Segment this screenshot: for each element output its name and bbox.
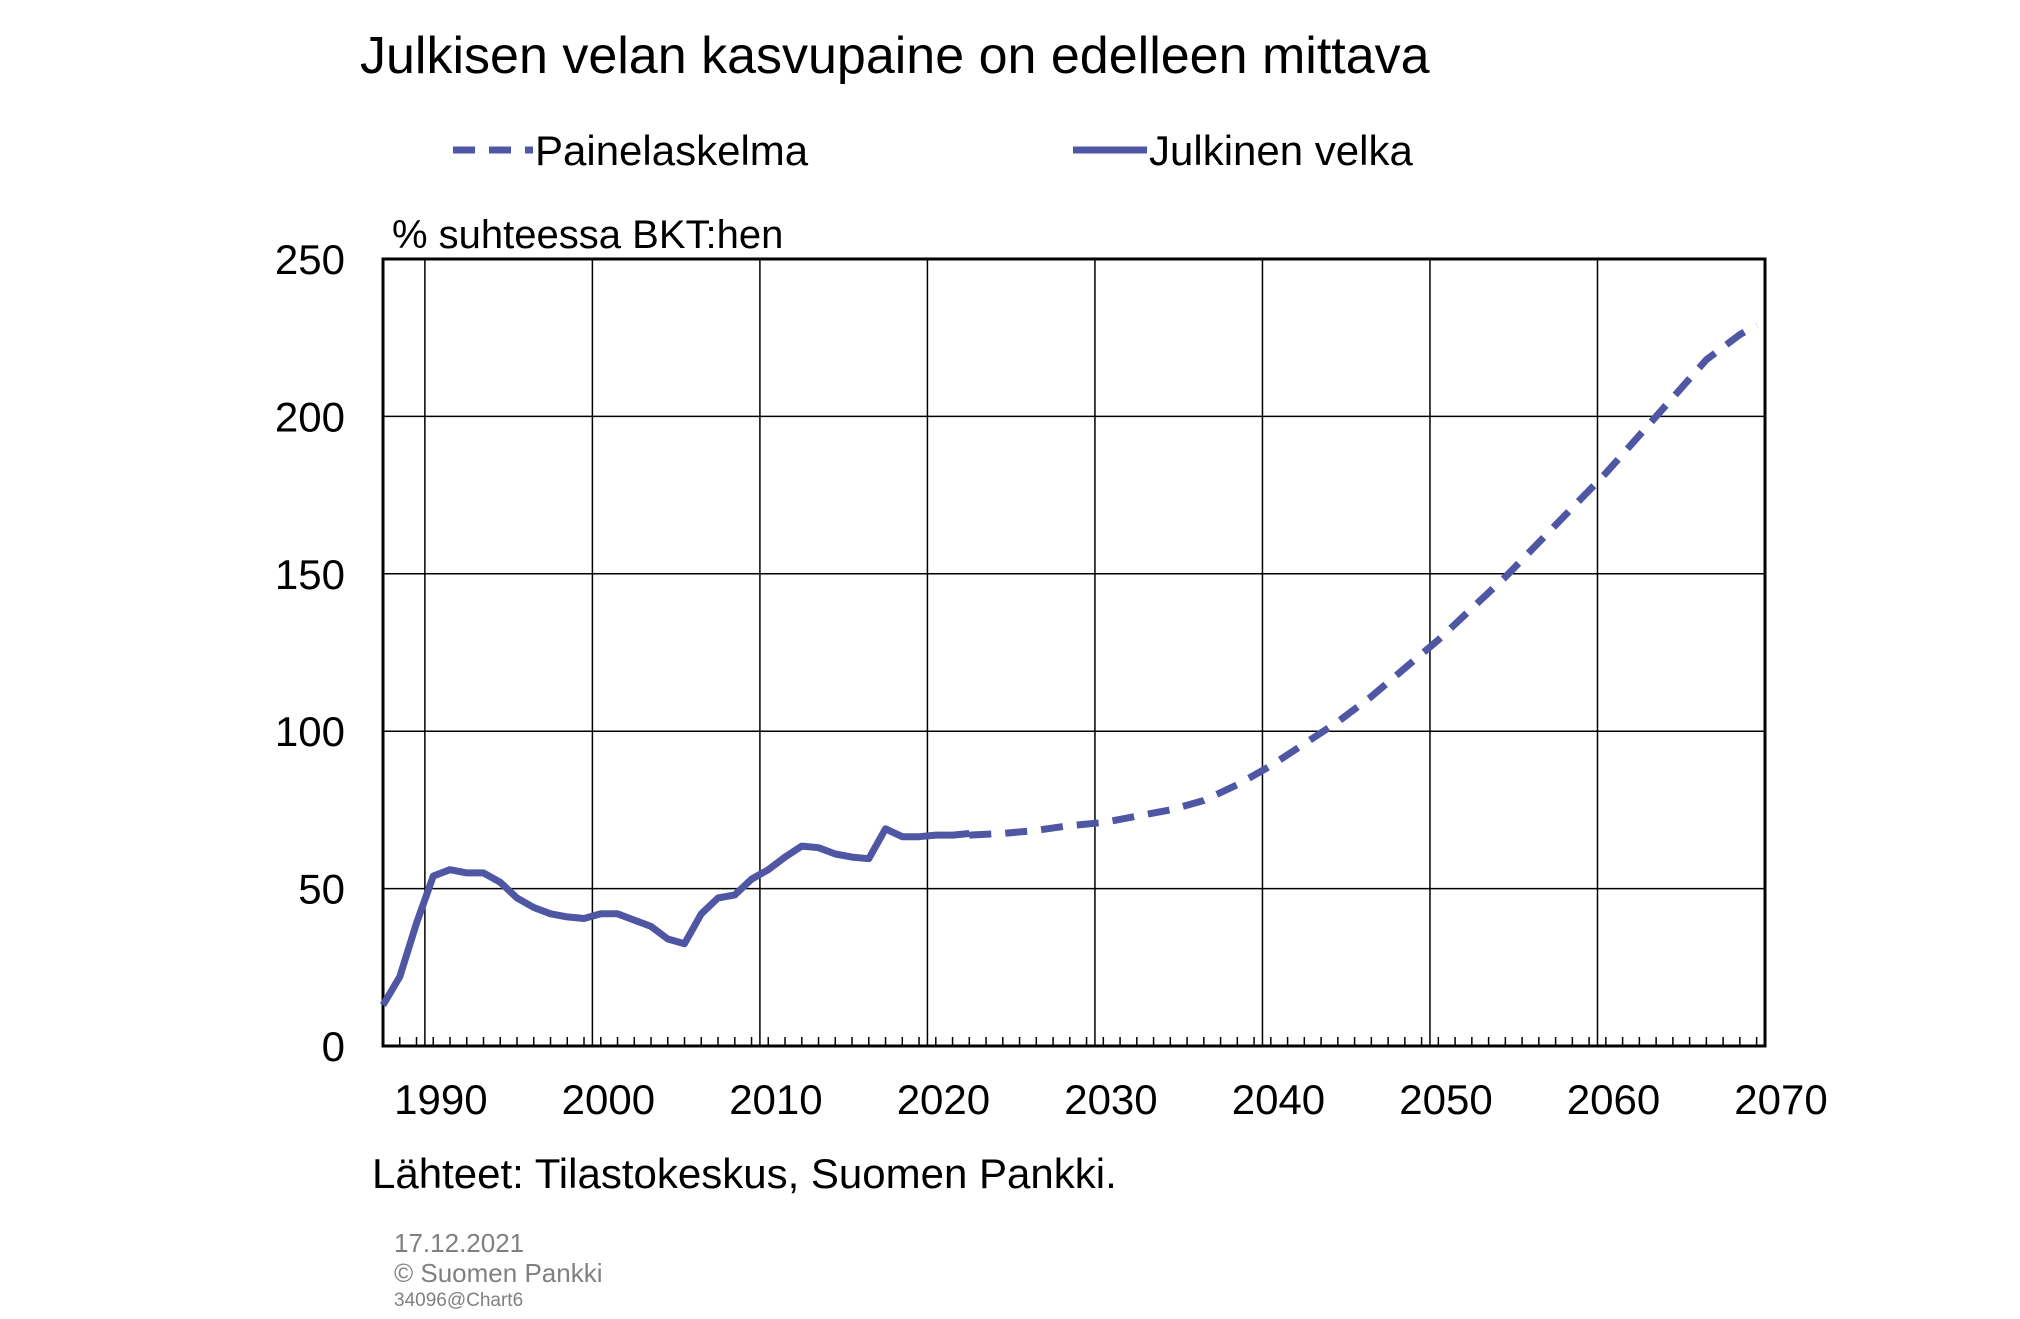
meta-copyright: © Suomen Pankki bbox=[394, 1258, 602, 1288]
x-tick-label: 2030 bbox=[1064, 1076, 1157, 1123]
y-tick-label: 0 bbox=[322, 1023, 345, 1070]
y-tick-label: 200 bbox=[275, 393, 345, 440]
chart-title: Julkisen velan kasvupaine on edelleen mi… bbox=[360, 27, 1430, 85]
x-tick-label: 2020 bbox=[897, 1076, 990, 1123]
x-tick-label: 2010 bbox=[729, 1076, 822, 1123]
series-layer bbox=[379, 322, 1759, 1007]
meta-date: 17.12.2021 bbox=[394, 1228, 524, 1258]
y-tick-label: 50 bbox=[298, 866, 345, 913]
legend-label-dashed: Painelaskelma bbox=[535, 127, 809, 174]
y-tick-label: 150 bbox=[275, 551, 345, 598]
x-tick-label: 2050 bbox=[1399, 1076, 1492, 1123]
legend: Painelaskelma Julkinen velka bbox=[453, 127, 1413, 174]
x-tick-label: 1990 bbox=[394, 1076, 487, 1123]
series-solid-line bbox=[379, 825, 970, 1007]
x-tick-label: 2040 bbox=[1232, 1076, 1325, 1123]
meta-chart-id: 34096@Chart6 bbox=[394, 1290, 523, 1311]
legend-label-solid: Julkinen velka bbox=[1149, 127, 1413, 174]
y-axis-unit-label: % suhteessa BKT:hen bbox=[392, 213, 783, 257]
x-tick-labels: 1990 2000 2010 2020 2030 2040 2050 2060 2070 bbox=[394, 1076, 1828, 1123]
source-note: Lähteet: Tilastokeskus, Suomen Pankki. bbox=[372, 1150, 1117, 1197]
x-tick-label: 2000 bbox=[562, 1076, 655, 1123]
plot-frame bbox=[381, 257, 1767, 1048]
y-tick-label: 100 bbox=[275, 708, 345, 755]
grid bbox=[383, 259, 1765, 1046]
series-dashed-line bbox=[969, 322, 1759, 839]
y-tick-label: 250 bbox=[275, 236, 345, 283]
x-tick-label: 2060 bbox=[1567, 1076, 1660, 1123]
x-tick-label: 2070 bbox=[1734, 1076, 1827, 1123]
y-tick-labels: 0 50 100 150 200 250 bbox=[275, 236, 345, 1070]
